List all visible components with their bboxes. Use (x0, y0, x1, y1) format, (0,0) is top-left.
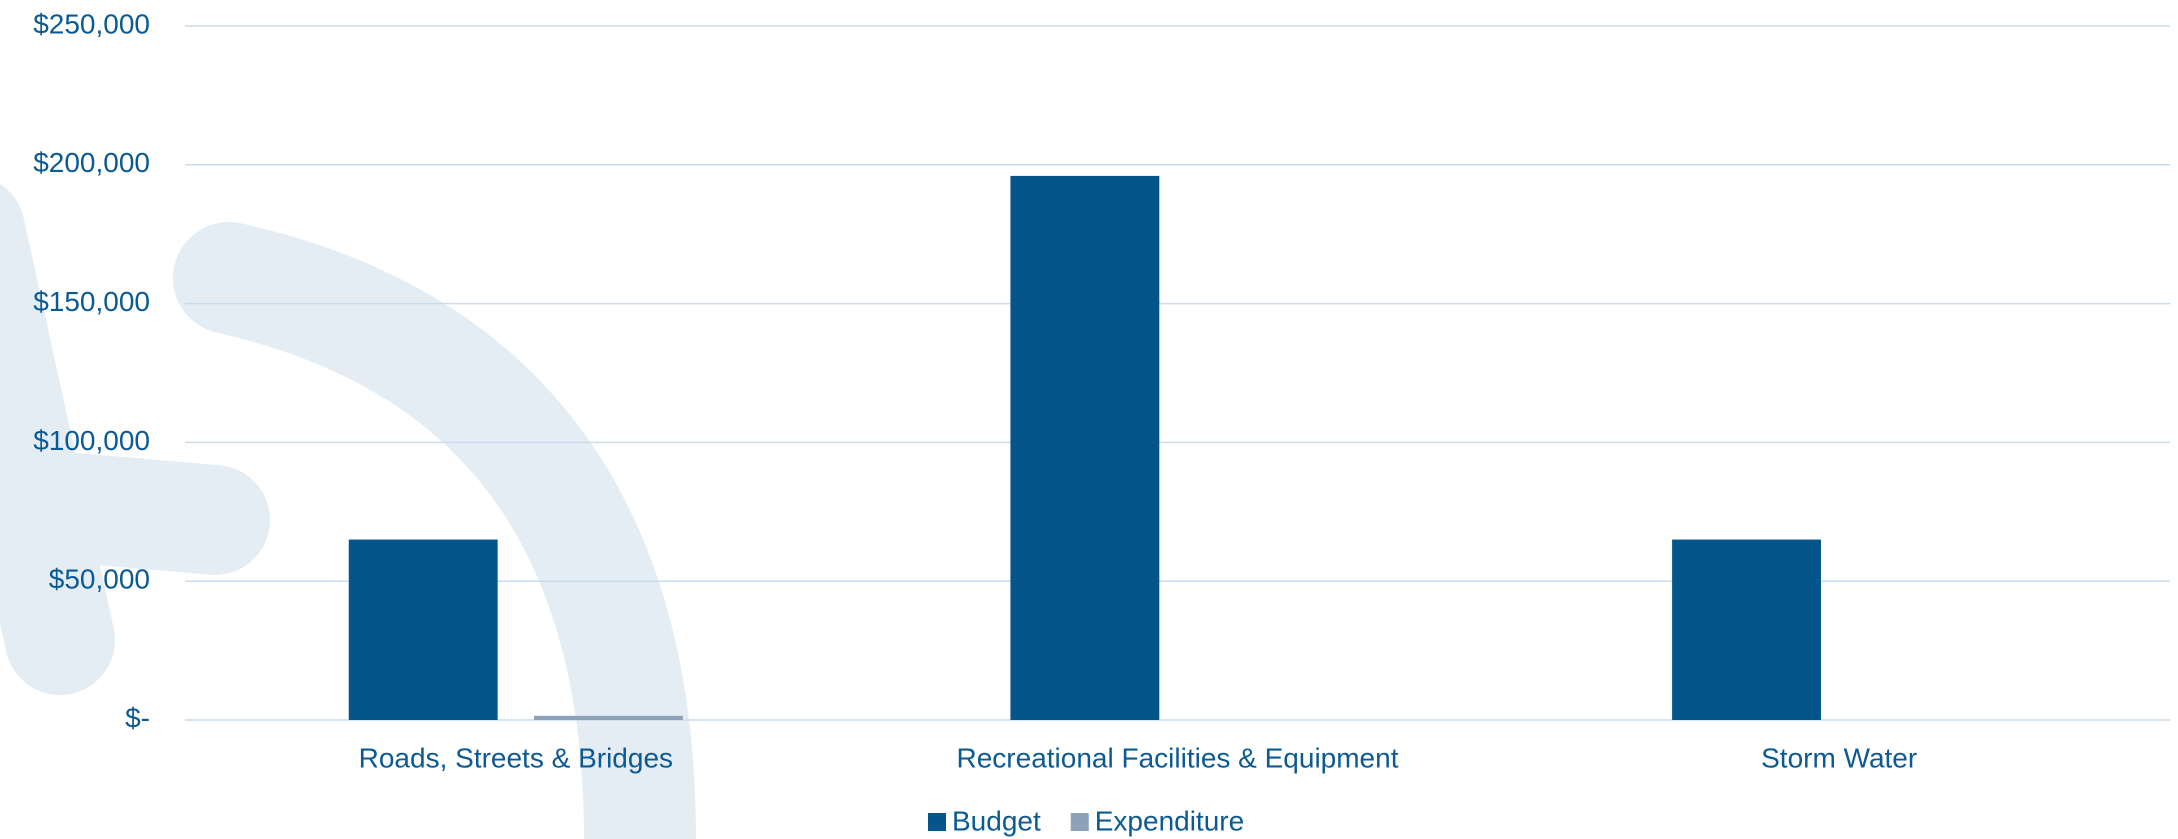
y-tick-label: $250,000 (33, 8, 150, 39)
y-tick-label: $100,000 (33, 425, 150, 456)
bar (1672, 539, 1821, 720)
x-tick-label: Storm Water (1761, 742, 1917, 773)
x-tick-label: Roads, Streets & Bridges (359, 742, 673, 773)
legend-label: Budget (952, 805, 1041, 836)
decor-arc (173, 222, 696, 839)
background-decoration (0, 184, 696, 839)
x-tick-label: Recreational Facilities & Equipment (957, 742, 1399, 773)
legend-swatch (928, 813, 946, 831)
decor-stroke (0, 446, 270, 575)
y-tick-label: $200,000 (33, 147, 150, 178)
y-tick-label: $150,000 (33, 286, 150, 317)
bar (348, 539, 498, 720)
bar (1010, 175, 1160, 721)
decor-stroke (0, 184, 115, 695)
y-tick-label: $- (125, 702, 150, 733)
legend-swatch (1070, 813, 1089, 831)
bar (534, 715, 683, 720)
y-tick-label: $50,000 (49, 564, 150, 595)
legend-label: Expenditure (1095, 805, 1244, 836)
